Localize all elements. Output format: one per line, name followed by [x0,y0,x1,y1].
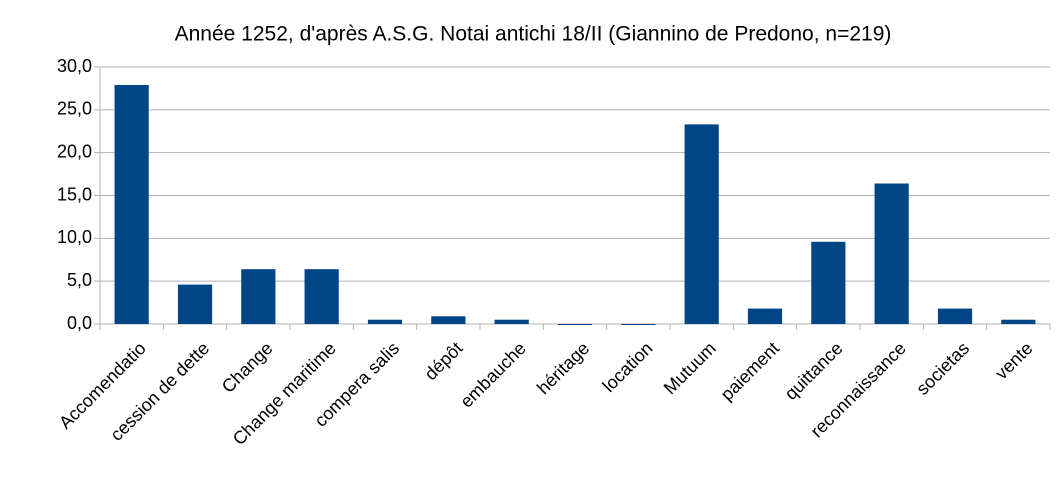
bar [304,269,339,324]
y-tick-label: 5,0 [67,270,92,290]
y-tick-label: 30,0 [57,56,92,76]
bar [684,124,719,324]
bar [811,241,846,324]
y-tick-label: 25,0 [57,99,92,119]
bar [874,183,909,324]
bar [431,316,466,324]
bar [367,319,403,324]
y-tick-label: 10,0 [57,227,92,247]
bar [1001,319,1036,324]
chart-title: Année 1252, d'après A.S.G. Notai antichi… [175,23,892,46]
bar [557,324,593,325]
bar [241,269,276,324]
bar [494,319,529,324]
bar [747,308,783,324]
y-tick-label: 15,0 [57,184,92,204]
bar [937,308,973,324]
y-tick-label: 20,0 [57,141,92,161]
bar [114,84,149,325]
y-tick-label: 0,0 [67,313,92,333]
bar [621,324,656,325]
bar [177,284,213,324]
